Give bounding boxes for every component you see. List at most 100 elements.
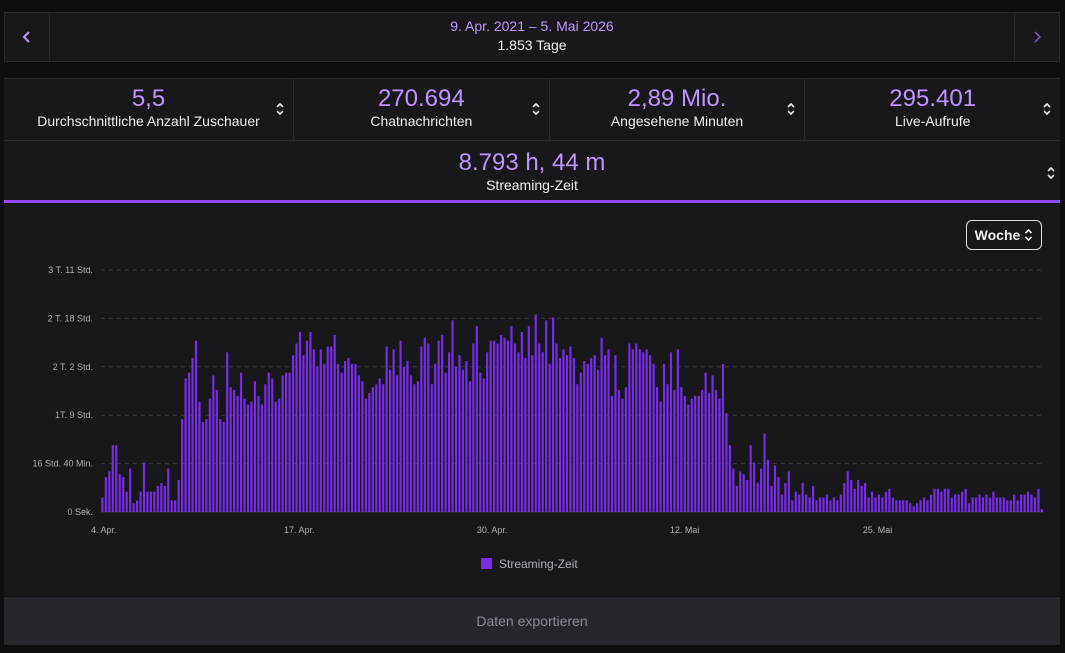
chart-bar[interactable]	[1013, 494, 1016, 512]
chart-bar[interactable]	[278, 398, 281, 512]
chart-bar[interactable]	[496, 343, 499, 512]
chart-bar[interactable]	[350, 363, 354, 512]
chart-bar[interactable]	[787, 471, 790, 512]
chart-bar[interactable]	[902, 500, 905, 512]
chart-bar[interactable]	[732, 468, 735, 512]
chart-bar[interactable]	[728, 445, 731, 512]
chart-bar[interactable]	[264, 384, 267, 512]
chart-bar[interactable]	[444, 372, 447, 512]
chart-bar[interactable]	[652, 363, 655, 512]
sort-icon[interactable]	[531, 101, 541, 117]
chart-bar[interactable]	[271, 378, 274, 512]
chart-bar[interactable]	[194, 340, 198, 512]
chart-bar[interactable]	[888, 488, 891, 512]
chart-bar[interactable]	[437, 340, 440, 512]
period-select[interactable]: Woche	[966, 220, 1042, 250]
chart-bar[interactable]	[1023, 494, 1026, 512]
chart-bar[interactable]	[281, 375, 284, 512]
chart-bar[interactable]	[669, 352, 673, 512]
chart-bar[interactable]	[770, 485, 773, 512]
chart-bar[interactable]	[798, 494, 801, 512]
chart-bar[interactable]	[756, 482, 759, 512]
chart-bar[interactable]	[257, 395, 260, 512]
chart-bar[interactable]	[558, 358, 562, 512]
chart-bar[interactable]	[545, 320, 548, 512]
chart-bar[interactable]	[645, 349, 648, 512]
chart-bar[interactable]	[409, 375, 413, 512]
chart-bar[interactable]	[326, 346, 329, 512]
chart-bar[interactable]	[316, 366, 319, 512]
chart-bar[interactable]	[600, 337, 603, 512]
chart-bar[interactable]	[680, 387, 683, 512]
chart-bar[interactable]	[524, 358, 527, 512]
chart-bar[interactable]	[777, 477, 780, 512]
chart-bar[interactable]	[617, 390, 621, 512]
chart-bar[interactable]	[926, 500, 929, 512]
chart-bar[interactable]	[413, 384, 416, 512]
chart-bar[interactable]	[510, 326, 513, 512]
chart-bar[interactable]	[389, 369, 392, 512]
chart-bar[interactable]	[260, 404, 263, 512]
chart-bar[interactable]	[402, 366, 406, 512]
chart-bar[interactable]	[610, 395, 614, 512]
chart-bar[interactable]	[597, 369, 600, 512]
chart-bar[interactable]	[853, 488, 856, 512]
chart-bar[interactable]	[135, 500, 139, 512]
chart-bar[interactable]	[909, 503, 912, 512]
chart-bar[interactable]	[999, 497, 1002, 512]
chart-bar[interactable]	[392, 349, 395, 512]
chart-bar[interactable]	[513, 343, 517, 512]
chart-bar[interactable]	[936, 488, 939, 512]
chart-bar[interactable]	[829, 500, 832, 512]
chart-bar[interactable]	[656, 387, 659, 512]
chart-bar[interactable]	[631, 349, 634, 512]
chart-bar[interactable]	[302, 355, 305, 512]
chart-bar[interactable]	[943, 488, 946, 512]
chart-bar[interactable]	[517, 352, 520, 512]
chart-bar[interactable]	[697, 395, 700, 512]
chart-bar[interactable]	[108, 471, 111, 512]
sort-icon[interactable]	[1046, 165, 1056, 181]
chart-bar[interactable]	[1006, 500, 1009, 512]
chart-bar[interactable]	[219, 419, 222, 512]
stat-average-viewers[interactable]: 5,5 Durchschnittliche Anzahl Zuschauer	[4, 79, 294, 141]
next-range-button[interactable]	[1014, 13, 1059, 61]
chart-bar[interactable]	[933, 488, 936, 512]
chart-bar[interactable]	[912, 506, 915, 512]
chart-bar[interactable]	[187, 372, 191, 512]
chart-bar[interactable]	[749, 445, 752, 512]
chart-bar[interactable]	[780, 494, 783, 512]
chart-bar[interactable]	[690, 398, 693, 512]
stat-chat-messages[interactable]: 270.694 Chatnachrichten	[294, 79, 550, 141]
chart-bar[interactable]	[378, 378, 381, 512]
chart-bar[interactable]	[534, 314, 537, 512]
chart-bar[interactable]	[288, 372, 291, 512]
chart-bar[interactable]	[950, 497, 953, 512]
chart-bar[interactable]	[233, 390, 236, 512]
chart-bar[interactable]	[395, 375, 399, 512]
chart-bar[interactable]	[226, 352, 229, 512]
chart-bar[interactable]	[548, 363, 551, 512]
chart-bar[interactable]	[101, 497, 104, 512]
chart-bar[interactable]	[985, 494, 988, 512]
chart-bar[interactable]	[708, 392, 711, 512]
chart-bar[interactable]	[784, 482, 787, 512]
chart-bar[interactable]	[291, 355, 295, 512]
previous-range-button[interactable]	[5, 13, 50, 61]
chart-bar[interactable]	[361, 381, 364, 512]
chart-bar[interactable]	[718, 398, 721, 512]
chart-bar[interactable]	[153, 491, 156, 512]
chart-bar[interactable]	[739, 471, 742, 512]
chart-bar[interactable]	[538, 343, 541, 512]
chart-bar[interactable]	[115, 445, 118, 512]
chart-bar[interactable]	[430, 384, 433, 512]
chart-bar[interactable]	[298, 331, 302, 512]
chart-bar[interactable]	[1020, 494, 1023, 512]
chart-bar[interactable]	[122, 477, 125, 512]
chart-bar[interactable]	[479, 372, 482, 512]
chart-bar[interactable]	[312, 349, 315, 512]
chart-bar[interactable]	[593, 355, 596, 512]
chart-bar[interactable]	[714, 390, 718, 512]
chart-bar[interactable]	[864, 482, 867, 512]
chart-bar[interactable]	[347, 358, 350, 512]
